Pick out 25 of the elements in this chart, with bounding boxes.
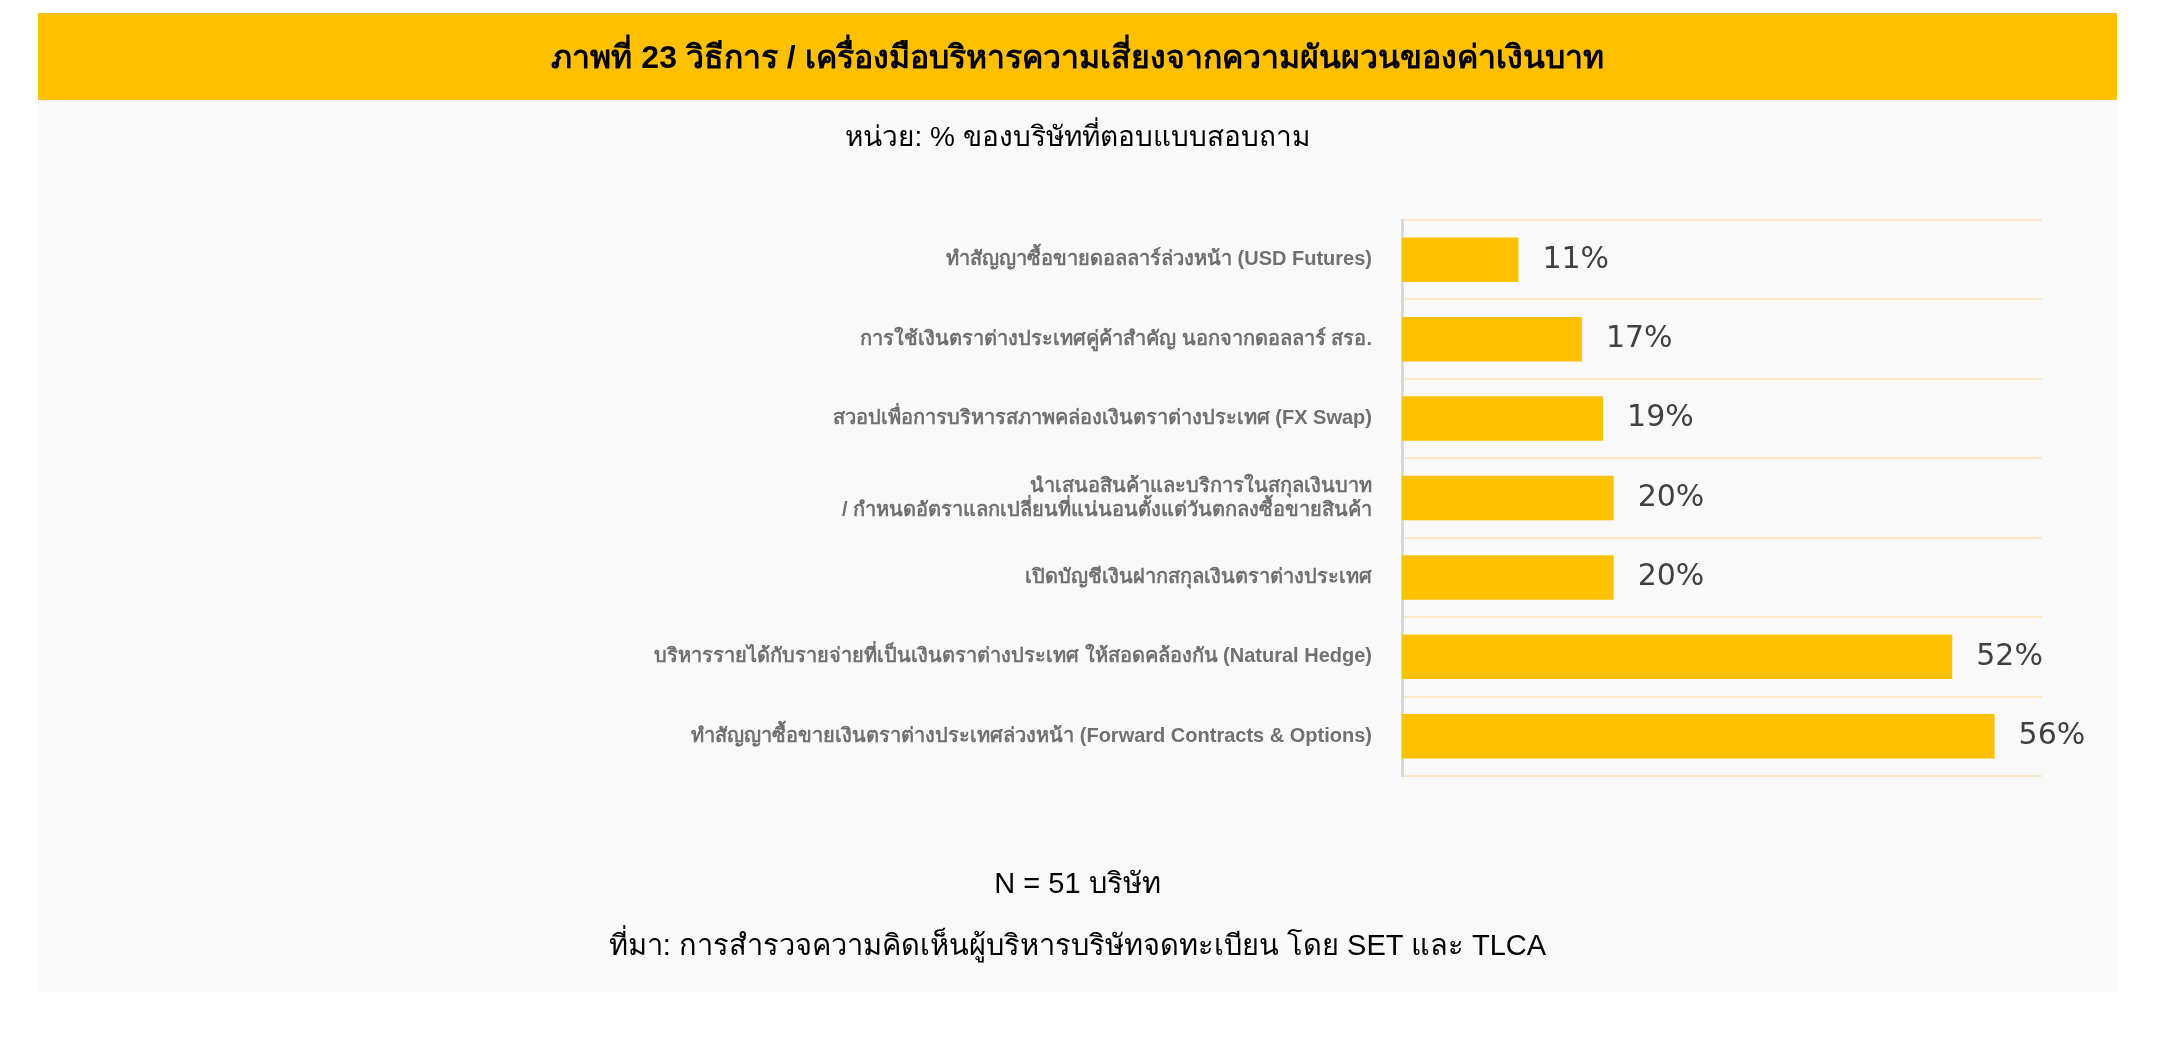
bar bbox=[1402, 316, 1582, 362]
data-label: 19% bbox=[1627, 398, 1694, 434]
text: หน่วย: % ของบริษัทที่ตอบแบบสอบถาม bbox=[844, 116, 1311, 154]
bar bbox=[1402, 396, 1604, 441]
y-tick-label: ทำสัญญาซื้อขายเงินตราต่างประเทศล่วงหน้า (Forward Contracts & Options) bbox=[691, 719, 1372, 747]
data-label: 56% bbox=[2018, 716, 2086, 752]
text: ภาพที่ 23 วิธีการ / เครื่องมือบริหารความเสี่ยงจากความผันผวนของค่าเงินบาท bbox=[38, 13, 2117, 100]
y-tick-label: การใช้เงินตราต่างประเทศคู่ค้าสำคัญ นอกจากดอลลาร์ สรอ. bbox=[860, 325, 1372, 352]
y-tick-label: นำเสนอสินค้าและบริการในสกุลเงินบาท / กำหนดอัตราแลกเปลี่ยนที่แน่นอนตั้งแต่วันตกลงซื้อขายสินค้า bbox=[841, 472, 1372, 520]
y-tick-label: เปิดบัญชีเงินฝากสกุลเงินตราต่างประเทศ bbox=[1025, 564, 1373, 589]
data-label: 11% bbox=[1542, 239, 1610, 275]
y-tick-label: ทำสัญญาซื้อขายดอลลาร์ล่วงหน้า (USD Futures) bbox=[946, 243, 1372, 271]
bar bbox=[1402, 714, 1995, 759]
bar bbox=[1402, 475, 1614, 521]
data-label: 17% bbox=[1605, 318, 1673, 354]
bar bbox=[1402, 555, 1614, 600]
bar bbox=[1402, 237, 1519, 282]
data-label: 20% bbox=[1637, 557, 1705, 593]
data-label: 52% bbox=[1976, 636, 2043, 672]
y-tick-label: บริหารรายได้กับรายจ่ายที่เป็นเงินตราต่างประเทศ ให้สอดคล้องกัน (Natural Hedge) bbox=[653, 640, 1372, 667]
bar bbox=[1402, 634, 1953, 680]
y-tick-label: สวอปเพื่อการบริหารสภาพคล่องเงินตราต่างประเทศ (FX Swap) bbox=[832, 402, 1372, 429]
text: N = 51 บริษัท bbox=[993, 866, 1162, 901]
data-label: 20% bbox=[1637, 477, 1705, 513]
text: ที่มา: การสำรวจความคิดเห็นผู้บริหารบริษัทจดทะเบียน โดย SET และ TLCA bbox=[607, 924, 1548, 965]
